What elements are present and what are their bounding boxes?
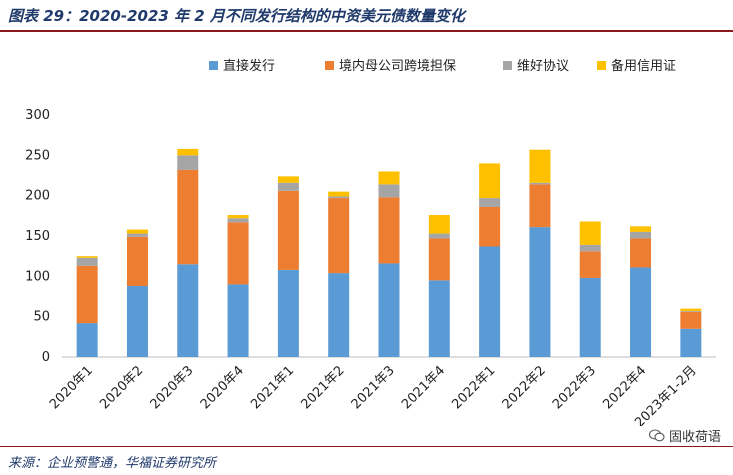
y-tick-label: 150 [25,229,50,244]
y-tick-label: 250 [25,148,50,163]
legend-swatch [325,61,334,70]
x-tick-label: 2021年4 [399,363,448,412]
legend-swatch [503,61,512,70]
bar-segment-3 [630,231,652,239]
bar-segment-1 [277,269,299,357]
bar-segment-2 [227,222,249,285]
x-tick-label: 2021年2 [298,363,347,412]
bar-segment-4 [227,215,249,219]
bar-segment-4 [76,256,98,258]
bar-segment-4 [529,149,551,183]
x-tick-label: 2020年3 [148,363,197,412]
x-tick-label: 2022年3 [550,363,599,412]
y-tick-label: 50 [33,310,50,325]
title-bar: 图表 29：2020-2023 年 2 月不同发行结构的中资美元债数量变化 [0,0,733,32]
bar-segment-1 [227,284,249,357]
y-tick-label: 100 [25,269,50,284]
x-tick-label: 2020年1 [47,363,96,412]
bar-segment-4 [630,226,652,232]
bar-segment-1 [328,273,350,357]
stacked-bar-chart: 0 50 100 150 200 250 300 2020年1 2020年2 2020年3 2020… [25,58,716,426]
bar-segment-1 [630,267,652,357]
bar-segment-3 [529,182,551,185]
bar-segment-2 [680,311,702,329]
bar-segment-1 [479,246,501,357]
bar-segment-2 [76,265,98,324]
watermark-text: 固收荷语 [668,430,721,445]
bar-segment-3 [680,311,702,312]
x-tick-label: 2021年1 [248,363,297,412]
bar-segment-3 [126,233,148,237]
y-tick-label: 200 [25,189,50,204]
legend-label: 境内母公司跨境担保 [339,58,456,74]
legend-swatch [209,61,218,70]
bar-segment-2 [126,236,148,287]
bar-segment-2 [378,197,400,264]
bar-segment-4 [126,229,148,234]
legend-label: 备用信用证 [611,58,676,74]
bar-segment-3 [277,182,299,191]
bar-segment-1 [76,323,98,357]
bar-segment-3 [378,184,400,198]
bar-segment-3 [227,218,249,223]
bar-segment-3 [579,244,601,252]
source-note: 来源：企业预警通，华福证券研究所 [8,456,217,471]
bar-segment-3 [328,196,350,199]
y-tick-label: 0 [42,350,50,365]
bar-segment-1 [680,328,702,357]
bar-segment-3 [177,155,199,170]
x-tick-label: 2020年4 [198,363,247,412]
bar-segment-2 [177,169,199,265]
bar-segment-4 [579,221,601,245]
page-title: 图表 29：2020-2023 年 2 月不同发行结构的中资美元债数量变化 [8,7,465,25]
bar-segment-1 [177,264,199,357]
bar-segment-4 [680,308,702,312]
legend-label: 维好协议 [517,59,569,74]
bar-segment-2 [630,238,652,268]
y-tick-label: 300 [25,108,50,123]
title-divider [0,30,733,32]
watermark: 固收荷语 [648,426,721,445]
bar-segment-4 [378,171,400,185]
bar-segment-1 [579,277,601,357]
x-tick-label: 2022年2 [500,363,549,412]
bar-segment-3 [479,198,501,207]
bar-segment-1 [428,280,450,357]
x-tick-label: 2021年3 [349,363,398,412]
chat-bubble-icon [648,429,665,442]
x-tick-label: 2022年4 [600,363,649,412]
bar-segment-2 [328,198,350,274]
bar-segment-2 [277,190,299,270]
bar-segment-4 [177,148,199,156]
bar-segment-1 [126,286,148,357]
x-tick-label: 2020年2 [97,363,146,412]
x-tick-label: 2022年1 [449,363,498,412]
bar-segment-2 [428,238,450,281]
bar-segment-2 [479,206,501,247]
legend-label: 直接发行 [223,58,275,74]
bar-segment-2 [529,184,551,228]
legend-swatch [597,61,606,70]
bar-segment-4 [277,176,299,183]
bar-segment-4 [479,163,501,199]
bar-segment-1 [529,227,551,357]
source-divider [0,446,733,447]
bar-segment-1 [378,263,400,357]
bar-segment-4 [428,215,450,234]
bar-segment-3 [76,257,98,266]
bar-segment-4 [328,191,350,197]
bar-segment-2 [579,251,601,278]
bar-segment-3 [428,233,450,239]
